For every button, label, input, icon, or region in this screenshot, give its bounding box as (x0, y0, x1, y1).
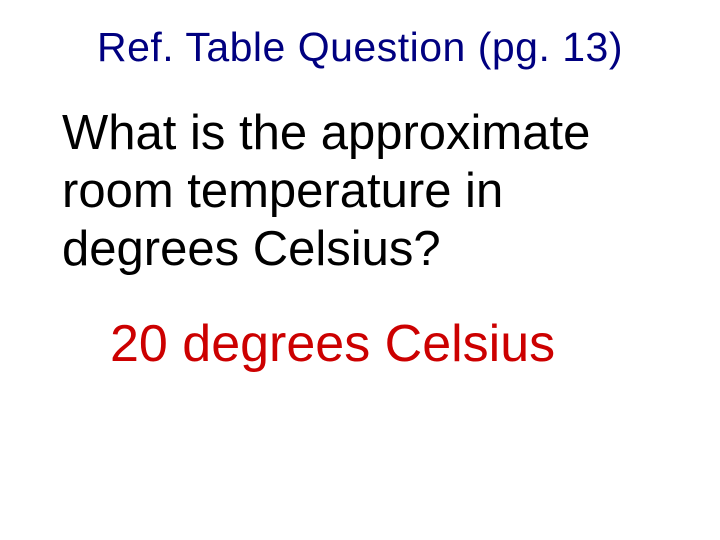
question-text: What is the approximate room temperature… (60, 105, 660, 278)
slide-title: Ref. Table Question (pg. 13) (60, 24, 660, 71)
answer-text: 20 degrees Celsius (60, 314, 660, 374)
